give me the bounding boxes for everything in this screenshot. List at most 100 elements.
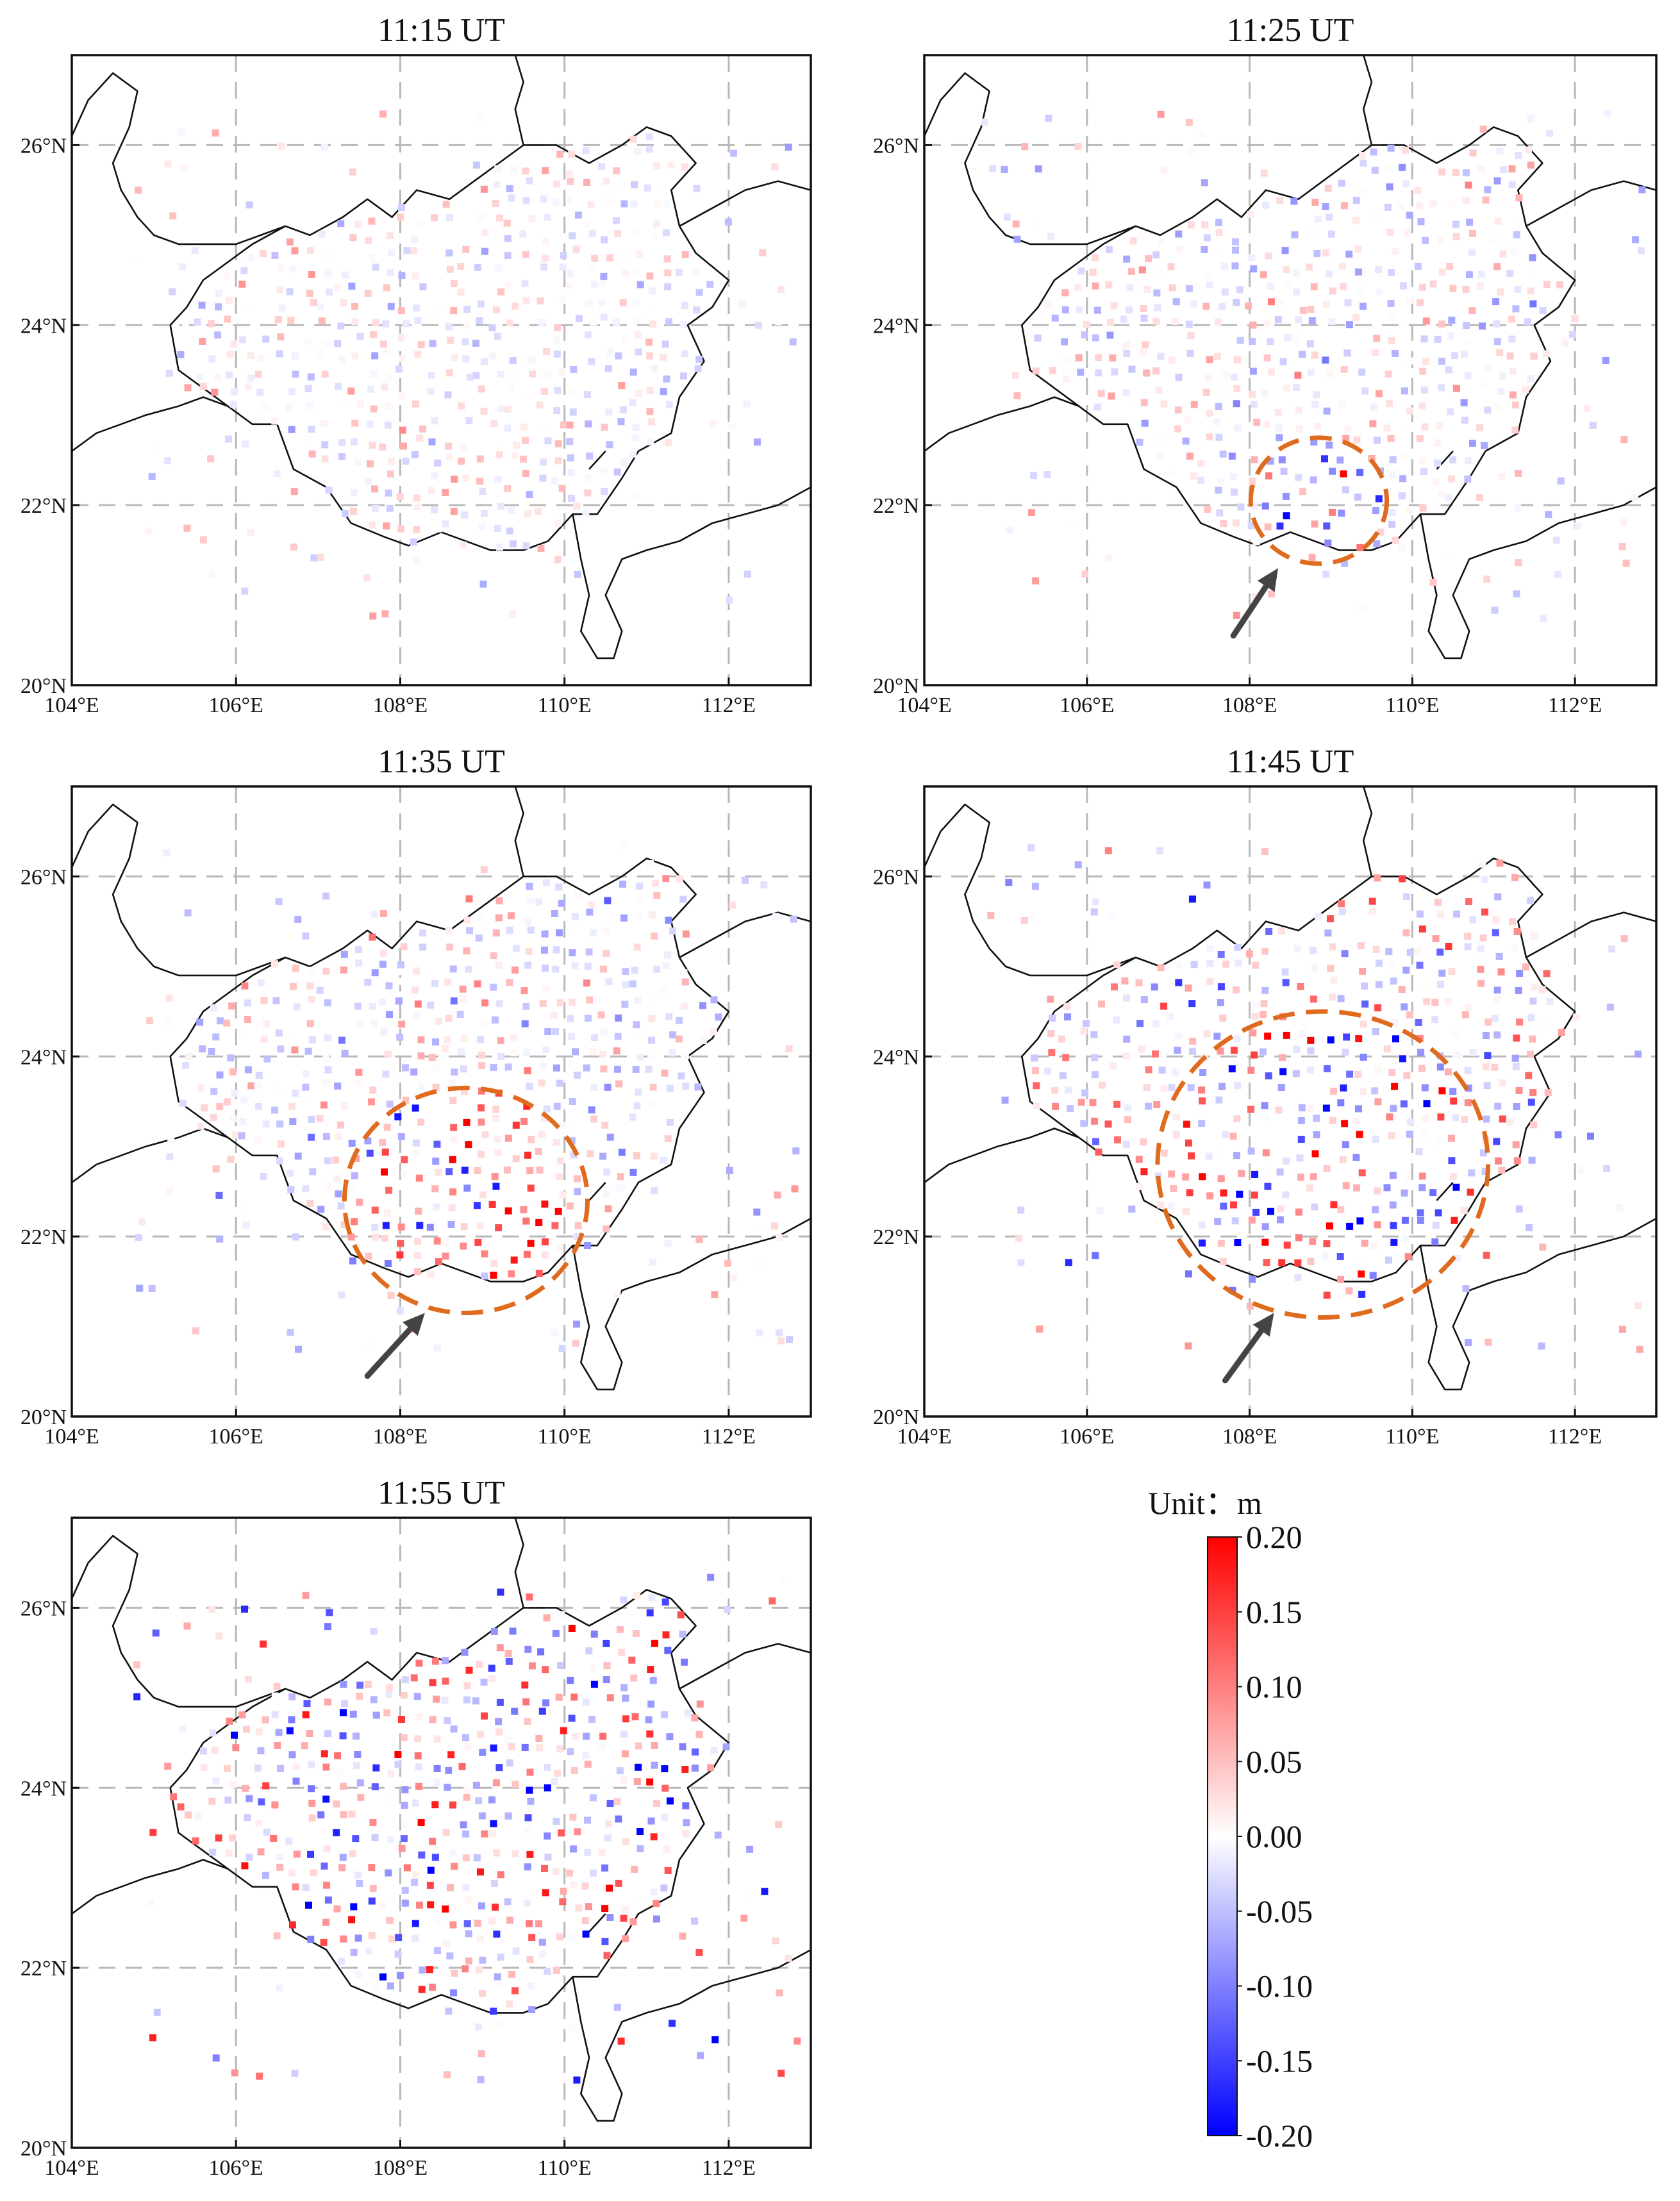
- data-point: [449, 1188, 457, 1196]
- data-point: [216, 1071, 224, 1079]
- data-point: [1511, 874, 1518, 881]
- data-point: [1251, 1170, 1259, 1178]
- data-point: [683, 1819, 690, 1827]
- data-point: [278, 304, 286, 312]
- data-point: [520, 1117, 528, 1125]
- data-point: [1343, 1033, 1351, 1041]
- data-point: [337, 1957, 345, 1965]
- data-point: [538, 1131, 545, 1138]
- data-point: [1094, 403, 1101, 411]
- data-point: [1631, 494, 1639, 501]
- data-point: [431, 979, 439, 987]
- data-point: [149, 1829, 157, 1836]
- data-point: [761, 1888, 769, 1895]
- data-point: [462, 338, 469, 345]
- data-point: [1499, 372, 1506, 380]
- data-point: [629, 135, 637, 143]
- data-point: [1089, 269, 1097, 276]
- data-point: [620, 1684, 628, 1691]
- data-point: [1308, 554, 1316, 561]
- data-point: [1198, 1120, 1206, 1127]
- data-point: [601, 488, 608, 495]
- data-point: [476, 1036, 484, 1043]
- data-point: [286, 404, 294, 411]
- data-point: [450, 1124, 458, 1131]
- data-point: [166, 1188, 174, 1195]
- data-point: [304, 385, 312, 392]
- data-point: [1482, 196, 1490, 204]
- data-point: [569, 1121, 577, 1129]
- data-point: [463, 1184, 471, 1192]
- data-point: [1513, 927, 1521, 935]
- data-point: [1313, 1131, 1320, 1138]
- data-point: [1435, 1209, 1442, 1217]
- data-point: [419, 1966, 426, 1974]
- data-point: [693, 306, 701, 314]
- data-point: [271, 1711, 279, 1718]
- data-point: [339, 1854, 347, 1861]
- data-point: [385, 1684, 393, 1691]
- data-point: [385, 1186, 393, 1194]
- data-point: [1081, 458, 1088, 466]
- border-line: [514, 786, 524, 877]
- data-point: [476, 1731, 484, 1738]
- colorbar-tick-label: -0.20: [1246, 2118, 1313, 2154]
- data-point: [397, 307, 405, 315]
- data-point: [476, 1661, 483, 1668]
- data-point: [1260, 1048, 1267, 1056]
- data-point: [403, 247, 411, 254]
- data-point: [635, 1763, 642, 1771]
- data-point: [511, 1987, 519, 1995]
- data-point: [385, 1690, 393, 1698]
- data-point: [496, 214, 504, 222]
- data-point: [511, 452, 519, 460]
- data-point: [419, 929, 426, 937]
- data-point: [163, 457, 171, 465]
- data-point: [287, 1186, 295, 1193]
- data-point: [1422, 358, 1429, 365]
- data-point: [551, 1778, 558, 1786]
- data-point: [324, 1698, 331, 1706]
- data-point: [326, 1609, 333, 1616]
- data-point: [397, 1133, 405, 1140]
- data-point: [1284, 334, 1292, 341]
- data-point: [695, 1016, 703, 1024]
- data-point: [571, 913, 579, 920]
- data-point: [1235, 959, 1242, 967]
- y-tick-label: 22°N: [21, 1957, 67, 1981]
- data-point: [164, 1763, 172, 1770]
- data-point: [1604, 109, 1611, 117]
- data-point: [1136, 438, 1144, 446]
- data-point: [512, 1947, 520, 1955]
- data-point: [276, 1853, 283, 1861]
- data-point: [1572, 1013, 1580, 1021]
- data-point: [1497, 387, 1504, 395]
- data-point: [1202, 388, 1210, 396]
- data-point: [370, 370, 378, 378]
- data-point: [431, 1185, 439, 1193]
- data-point: [631, 434, 639, 442]
- data-point: [1638, 186, 1646, 194]
- data-point: [320, 1101, 328, 1109]
- data-point: [244, 1675, 252, 1683]
- data-point: [354, 459, 362, 467]
- data-point: [651, 1741, 658, 1749]
- data-point: [292, 1090, 299, 1097]
- data-point: [450, 1725, 458, 1733]
- data-point: [600, 313, 608, 321]
- data-point: [1260, 169, 1268, 177]
- data-point: [288, 1869, 296, 1877]
- data-point: [1006, 526, 1013, 534]
- data-point: [211, 1747, 219, 1754]
- data-point: [214, 331, 222, 339]
- data-point: [542, 238, 550, 245]
- data-point: [1249, 321, 1257, 329]
- data-point: [528, 1662, 536, 1670]
- data-point: [288, 426, 295, 433]
- data-point: [1433, 439, 1441, 447]
- data-point: [495, 264, 503, 272]
- data-point: [1157, 353, 1165, 360]
- data-point: [1220, 520, 1227, 527]
- data-point: [1400, 1100, 1408, 1108]
- data-point: [1245, 950, 1253, 958]
